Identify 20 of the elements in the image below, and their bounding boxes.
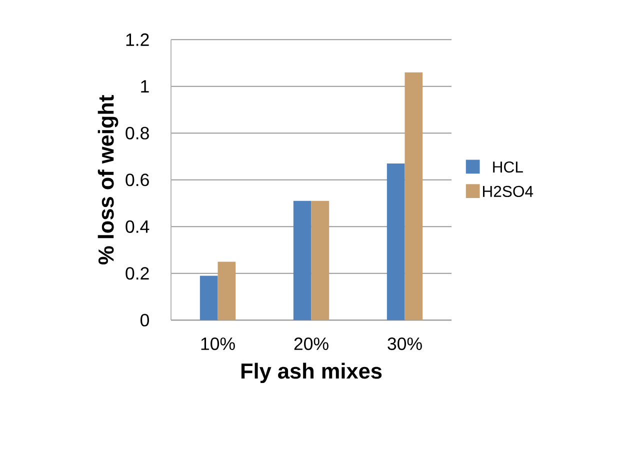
bar xyxy=(218,262,236,320)
x-tick-label: 20% xyxy=(294,338,328,350)
x-tick-label: 30% xyxy=(388,338,422,350)
bar xyxy=(293,200,312,320)
y-tick-label: 0.8 xyxy=(126,126,149,140)
bar xyxy=(200,276,218,320)
legend-label: H2SO4 xyxy=(483,186,534,198)
y-tick-label: 0.6 xyxy=(126,174,149,186)
bar xyxy=(404,72,423,320)
bar xyxy=(386,164,405,320)
bar xyxy=(311,200,330,320)
y-tick-label: 0 xyxy=(140,314,149,326)
y-tick-label: 0.4 xyxy=(126,220,150,233)
legend-label: HCL xyxy=(493,162,523,173)
y-tick-label: 1 xyxy=(141,80,149,93)
y-tick-label: 1.2 xyxy=(126,33,149,46)
x-axis-title: Fly ash mixes xyxy=(241,362,382,384)
x-tick-label: 10% xyxy=(201,338,235,350)
y-axis-title: % loss of weight xyxy=(98,95,118,264)
y-tick-label: 0.2 xyxy=(126,267,149,280)
